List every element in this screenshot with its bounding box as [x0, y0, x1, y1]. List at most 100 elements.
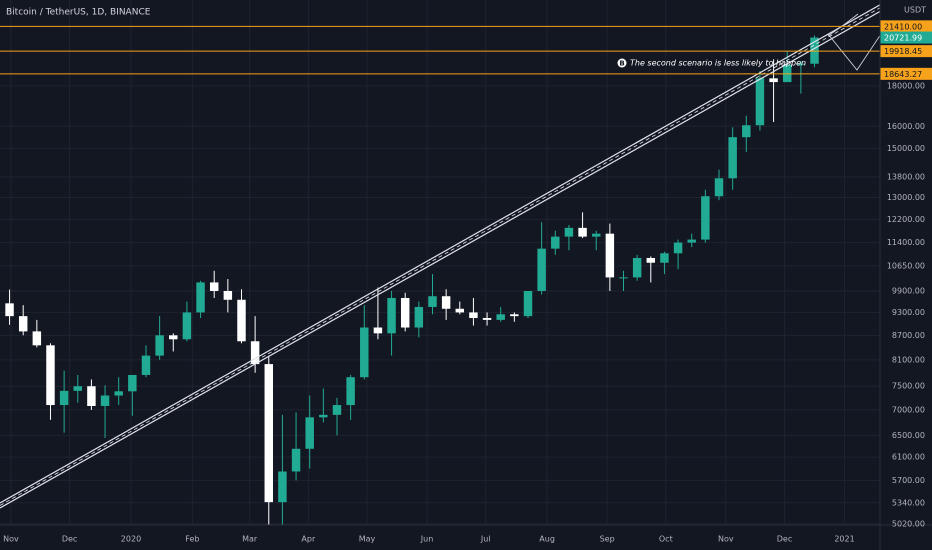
candle-body — [46, 345, 55, 406]
candle-body — [728, 137, 737, 179]
candle-body — [360, 327, 369, 378]
candle-body — [510, 314, 519, 317]
candle-body — [209, 282, 219, 291]
candle-body — [319, 414, 328, 418]
candle-body — [373, 327, 383, 334]
candle-body — [278, 471, 287, 503]
scenario-path — [827, 33, 880, 71]
candle-body — [714, 178, 724, 197]
x-tick-label: 2020 — [121, 535, 141, 544]
scenario-path — [827, 13, 859, 37]
price-level-label: 18643.27 — [884, 70, 922, 79]
candle-body — [742, 125, 751, 138]
y-tick-label: 9300.00 — [892, 308, 925, 317]
candle-body — [87, 386, 96, 407]
y-tick-label: 7500.00 — [892, 382, 925, 391]
bitcoin-icon-symbol: B — [619, 60, 624, 68]
price-level-label: 21410.00 — [884, 22, 922, 31]
x-tick-label: Nov — [718, 535, 734, 544]
candle-body — [482, 318, 492, 320]
candle-body — [223, 290, 233, 300]
trendline — [0, 10, 880, 509]
candle-body — [619, 277, 628, 279]
candle-body — [141, 355, 151, 375]
candle-body — [632, 257, 642, 278]
y-tick-label: 13800.00 — [887, 173, 925, 182]
y-tick-label: 5700.00 — [892, 476, 925, 485]
candle-body — [18, 316, 28, 332]
candle-body — [660, 253, 669, 263]
candle-body — [591, 233, 601, 237]
x-tick-label: Apr — [301, 535, 316, 544]
trendline-mid — [0, 7, 880, 506]
x-tick-label: Jun — [420, 535, 434, 544]
candle-body — [182, 312, 192, 340]
last-price-tag — [880, 31, 932, 44]
x-tick-label: Dec — [777, 535, 792, 544]
x-tick-label: Dec — [62, 535, 77, 544]
y-tick-label: 6500.00 — [892, 431, 925, 440]
trendline — [0, 4, 880, 504]
candle-body — [332, 405, 342, 415]
currency: USDT — [904, 6, 926, 15]
candle-body — [701, 196, 710, 240]
candle-body — [32, 331, 42, 346]
y-tick-label: 18000.00 — [887, 81, 925, 90]
y-tick-label: 5020.00 — [892, 519, 925, 528]
candle-body — [128, 374, 137, 392]
y-tick-label: 12200.00 — [887, 215, 925, 224]
candle-body — [523, 290, 533, 317]
candle-body — [400, 297, 410, 328]
y-tick-label: 9900.00 — [892, 286, 925, 295]
candle-body — [5, 303, 14, 317]
x-tick-label: Oct — [659, 535, 673, 544]
candle-body — [100, 395, 110, 407]
candles — [5, 35, 819, 525]
x-tick-label: Sep — [600, 535, 615, 544]
candle-body — [605, 233, 615, 278]
price-level-tag — [880, 67, 932, 80]
price-level-tag — [880, 45, 932, 58]
candle-body — [578, 227, 587, 237]
bitcoin-icon — [617, 58, 627, 68]
candle-body — [291, 448, 301, 472]
y-tick-label: 13000.00 — [887, 193, 925, 202]
candle-body — [196, 282, 205, 313]
candle-body — [414, 306, 424, 328]
y-tick-label: 16000.00 — [887, 122, 925, 131]
candle-body — [796, 63, 806, 65]
y-tick-label: 15000.00 — [887, 144, 925, 153]
last-price-label: 20721.99 — [884, 34, 922, 43]
candle-body — [441, 296, 451, 309]
candle-body — [169, 335, 178, 340]
candle-body — [551, 236, 560, 249]
grid — [0, 0, 880, 525]
chart-title: Bitcoin / TetherUS, 1D, BINANCE — [6, 8, 151, 18]
x-tick-label: Jul — [480, 535, 491, 544]
y-tick-label: 8700.00 — [892, 331, 925, 340]
x-tick-label: Feb — [185, 535, 199, 544]
candle-body — [387, 297, 396, 334]
y-tick-label: 7000.00 — [892, 405, 925, 414]
candle-body — [250, 341, 260, 365]
candle-body — [537, 248, 546, 291]
y-tick-label: 6100.00 — [892, 453, 925, 462]
y-tick-label: 10650.00 — [887, 261, 925, 270]
x-tick-label: Mar — [242, 535, 258, 544]
candle-body — [455, 308, 465, 313]
y-tick-label: 5340.00 — [892, 498, 925, 507]
candle-body — [59, 390, 69, 406]
candle-body — [73, 386, 82, 391]
x-tick-label: May — [359, 535, 376, 544]
x-tick-label: Aug — [539, 535, 555, 544]
candle-body — [346, 377, 355, 406]
candle-body — [755, 78, 765, 126]
candle-body — [114, 391, 123, 396]
drawings — [0, 4, 880, 509]
candle-body — [673, 242, 683, 254]
candle-body — [428, 296, 437, 307]
levels: 21410.00 19918.45 18643.27 20721.99 — [0, 20, 932, 80]
candle-body — [155, 335, 164, 356]
